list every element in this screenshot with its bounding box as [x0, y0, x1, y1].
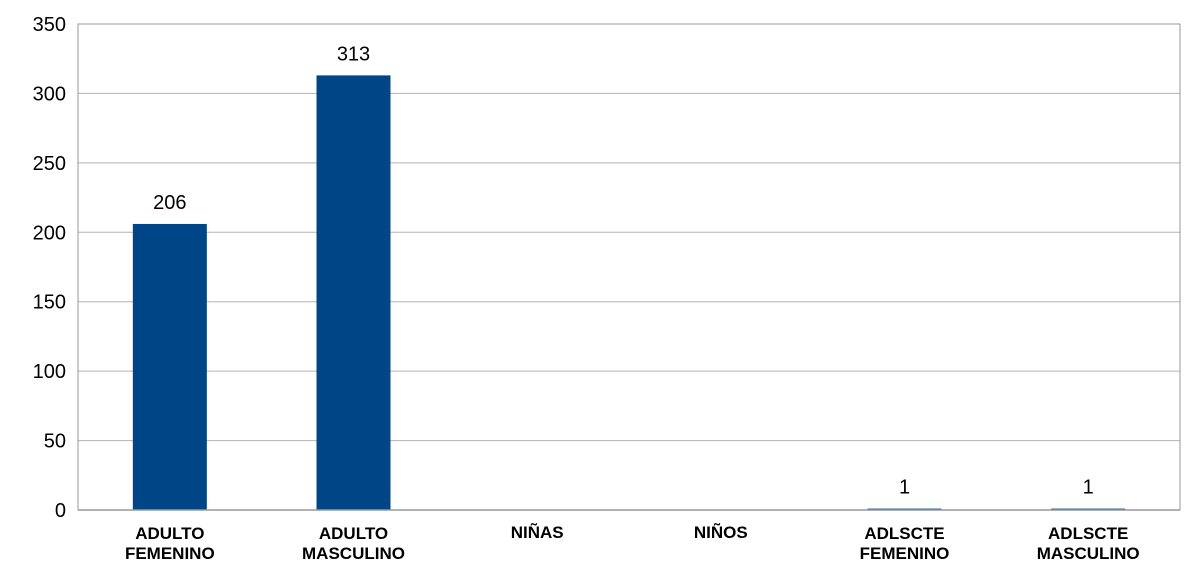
- y-tick-label: 50: [44, 431, 66, 453]
- category-label: NIÑOS: [694, 522, 748, 542]
- y-tick-label: 350: [33, 14, 66, 36]
- bar: [132, 223, 207, 510]
- data-labels: 206 313 1 1: [153, 43, 1094, 498]
- y-tick-label: 250: [33, 153, 66, 175]
- y-tick-label: 300: [33, 83, 66, 105]
- plot-area: [78, 24, 1180, 510]
- category-label: FEMENINO: [125, 544, 215, 563]
- y-tick-label: 150: [33, 292, 66, 314]
- y-tick-label: 200: [33, 222, 66, 244]
- y-tick-label: 100: [33, 361, 66, 383]
- data-label: 313: [337, 43, 370, 65]
- data-label: 206: [153, 192, 186, 214]
- y-axis-tick-labels: 0 50 100 150 200 250 300 350: [33, 14, 66, 522]
- category-label: MASCULINO: [302, 544, 405, 563]
- y-tick-label: 0: [55, 500, 66, 522]
- category-label: ADULTO: [135, 524, 204, 543]
- data-label: 1: [899, 477, 910, 499]
- category-label: ADLSCTE: [1048, 524, 1128, 543]
- category-label: FEMENINO: [860, 544, 950, 563]
- category-label: ADULTO: [319, 524, 388, 543]
- category-label: NIÑAS: [511, 522, 564, 542]
- category-label: MASCULINO: [1037, 544, 1140, 563]
- plot-frame: [77, 23, 1181, 511]
- bar: [316, 75, 391, 511]
- category-label: ADLSCTE: [864, 524, 944, 543]
- bars: [132, 75, 1126, 511]
- data-label: 1: [1083, 477, 1094, 499]
